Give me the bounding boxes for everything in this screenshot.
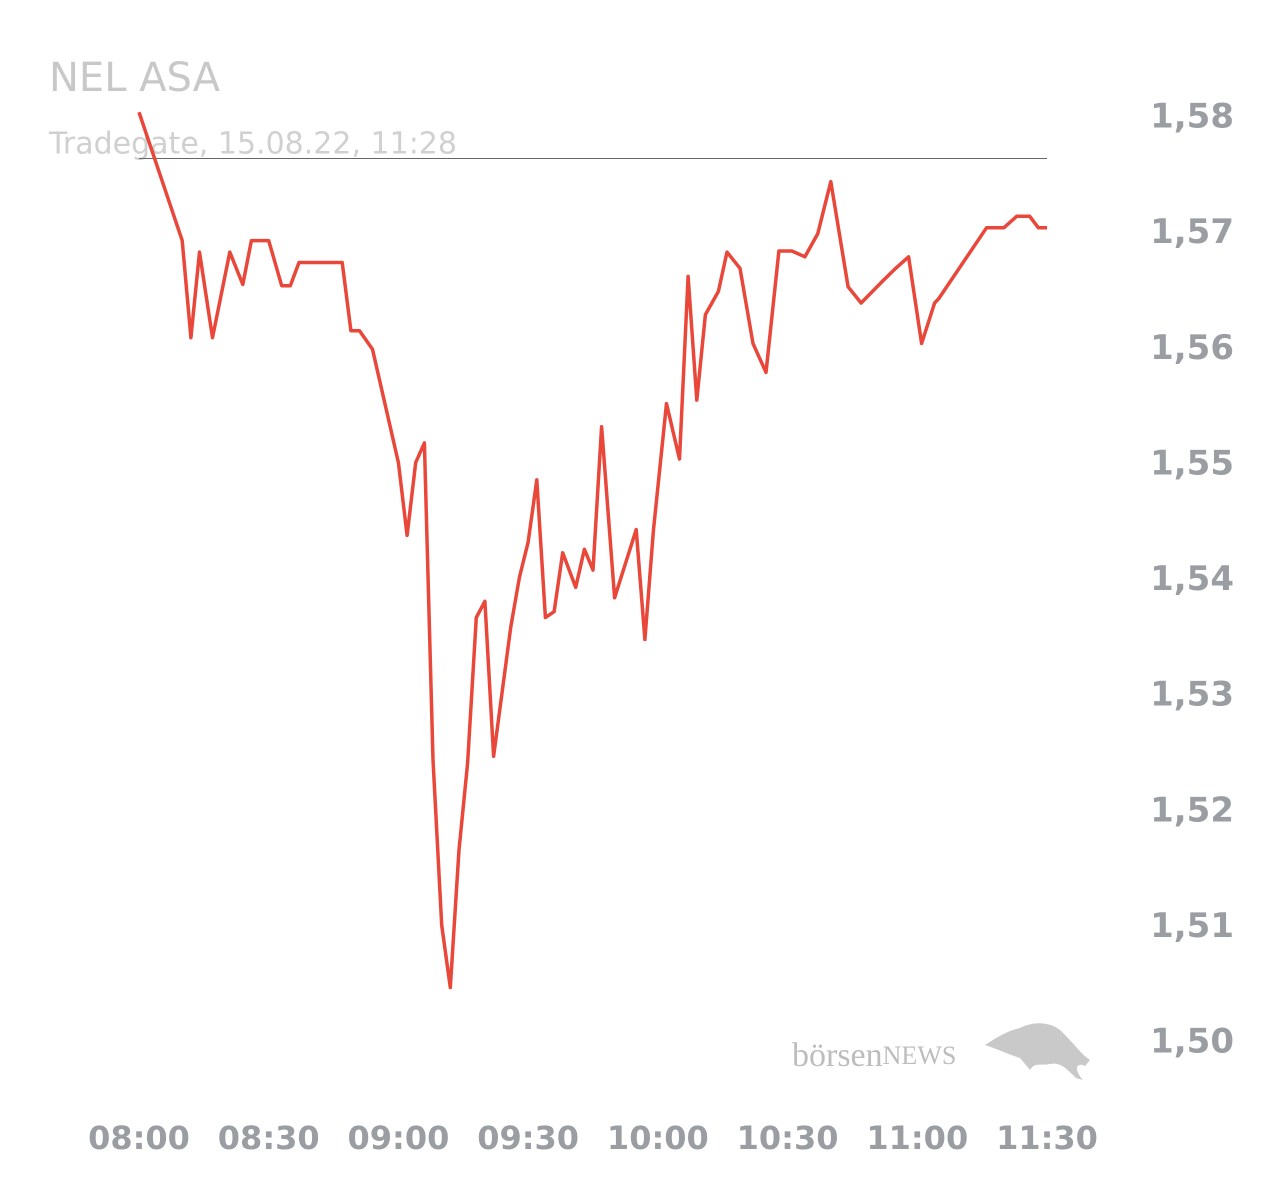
x-tick-label: 08:30 <box>218 1119 320 1157</box>
y-tick-label: 1,54 <box>1150 559 1234 599</box>
watermark-part: börsen <box>792 1037 883 1074</box>
y-tick-label: 1,51 <box>1150 906 1234 946</box>
y-tick-label: 1,53 <box>1150 675 1234 715</box>
watermark-part: NEWS <box>883 1041 957 1070</box>
chart-title: NEL ASA <box>49 55 221 101</box>
y-tick-label: 1,52 <box>1150 790 1234 830</box>
x-tick-label: 10:30 <box>737 1119 839 1157</box>
y-tick-label: 1,56 <box>1150 328 1234 368</box>
watermark-bull <box>985 1023 1090 1080</box>
watermark: börsenNEWS <box>792 1023 1090 1080</box>
x-tick-label: 09:30 <box>477 1119 579 1157</box>
watermark-text: börsenNEWS <box>792 1037 956 1074</box>
x-tick-label: 11:00 <box>866 1119 968 1157</box>
x-tick-label: 11:30 <box>996 1119 1098 1157</box>
y-tick-label: 1,50 <box>1150 1022 1234 1062</box>
y-tick-label: 1,57 <box>1150 212 1234 252</box>
x-tick-label: 08:00 <box>88 1119 190 1157</box>
y-tick-label: 1,58 <box>1150 97 1234 137</box>
chart-subtitle: Tradegate, 15.08.22, 11:28 <box>48 127 457 162</box>
x-tick-label: 09:00 <box>347 1119 449 1157</box>
price-line <box>137 111 1047 990</box>
y-tick-label: 1,55 <box>1150 443 1234 483</box>
x-tick-label: 10:00 <box>607 1119 709 1157</box>
